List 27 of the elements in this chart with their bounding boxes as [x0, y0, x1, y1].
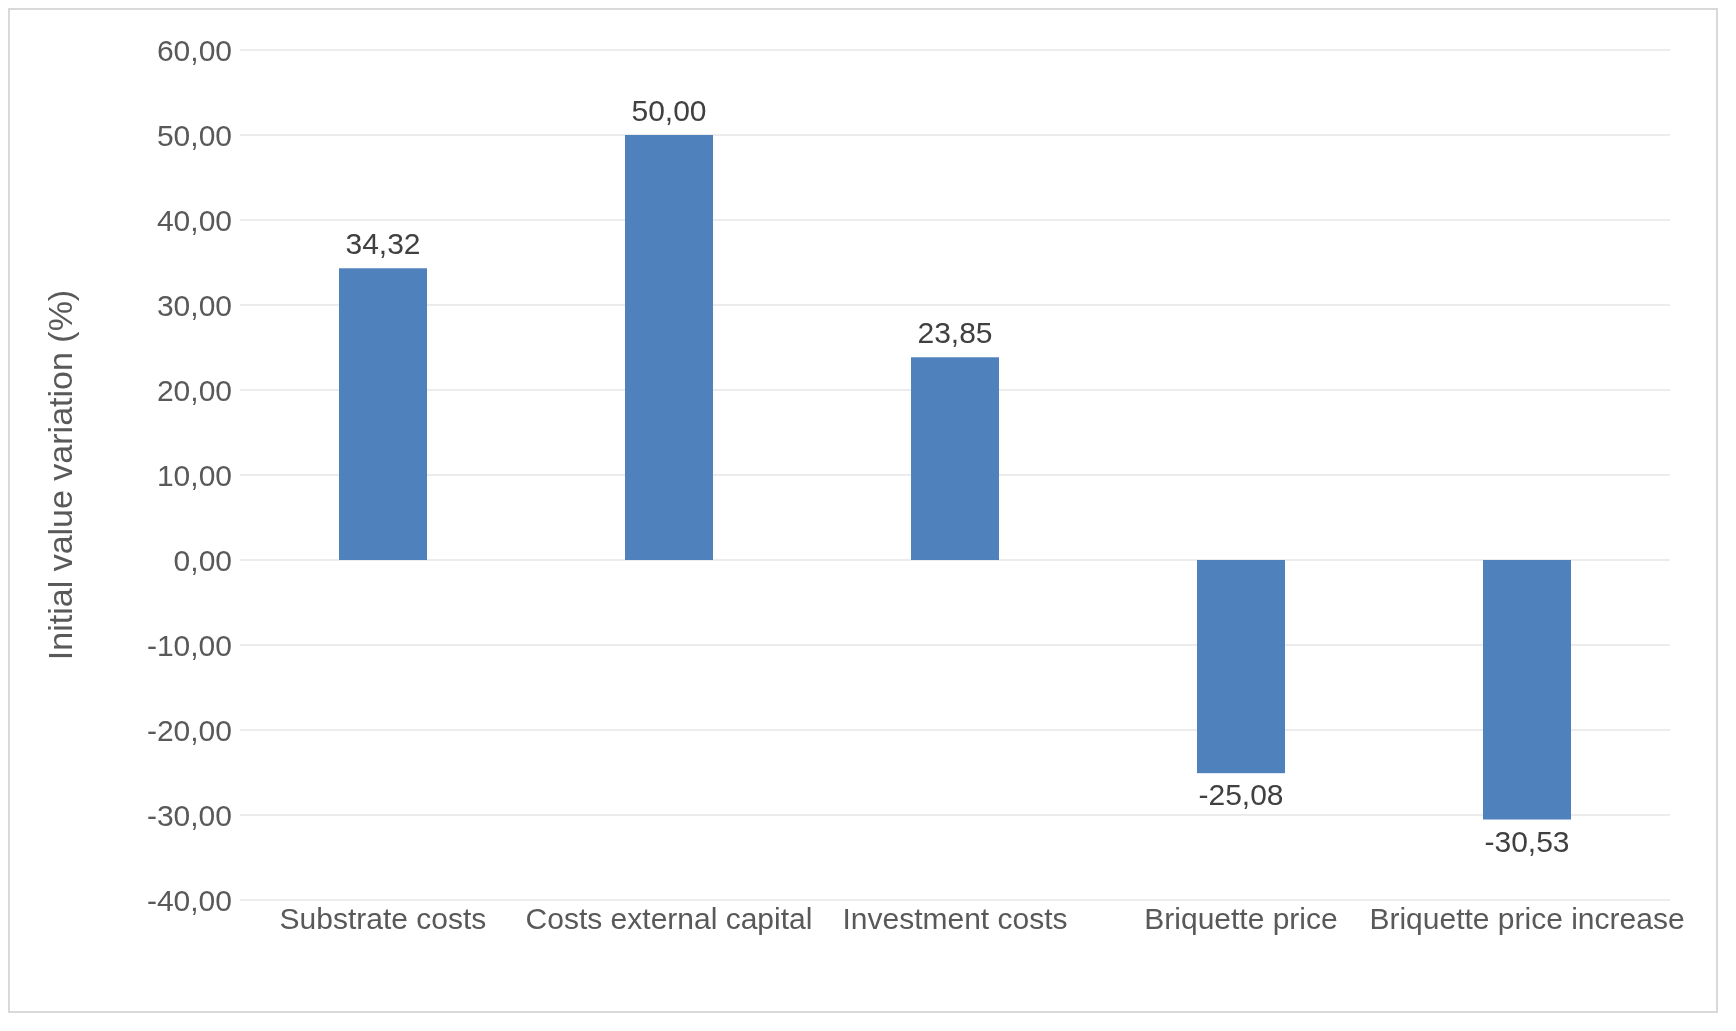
bar [911, 357, 999, 560]
x-tick-label: Substrate costs [279, 902, 487, 936]
y-tick-label: 50,00 [156, 118, 232, 152]
data-label: -25,08 [1198, 778, 1284, 812]
y-tick-label: 60,00 [156, 33, 232, 67]
x-tick-label: Investment costs [842, 902, 1068, 936]
y-tick-label: 30,00 [156, 288, 232, 322]
bar [339, 268, 427, 560]
y-tick-label: 0,00 [173, 543, 232, 577]
data-label: 34,32 [345, 227, 421, 261]
x-tick-label: Costs external capital [525, 902, 813, 936]
bar [1197, 560, 1285, 774]
x-tick-label: Briquette price [1144, 902, 1338, 936]
data-label: -30,53 [1484, 824, 1570, 858]
y-tick-label: -30,00 [146, 798, 232, 832]
y-tick-label: 10,00 [156, 458, 232, 492]
y-tick-label: 40,00 [156, 203, 232, 237]
y-tick-label: -20,00 [146, 713, 232, 747]
bar [625, 135, 713, 560]
y-axis-title: Initial value variation (%) [41, 289, 80, 661]
y-tick-label: 20,00 [156, 373, 232, 407]
x-tick-label: Briquette price increase [1369, 902, 1685, 936]
bar [1483, 560, 1571, 820]
data-label: 23,85 [917, 316, 993, 350]
y-tick-label: -10,00 [146, 628, 232, 662]
data-label: 50,00 [631, 94, 707, 127]
y-tick-label: -40,00 [146, 883, 232, 917]
